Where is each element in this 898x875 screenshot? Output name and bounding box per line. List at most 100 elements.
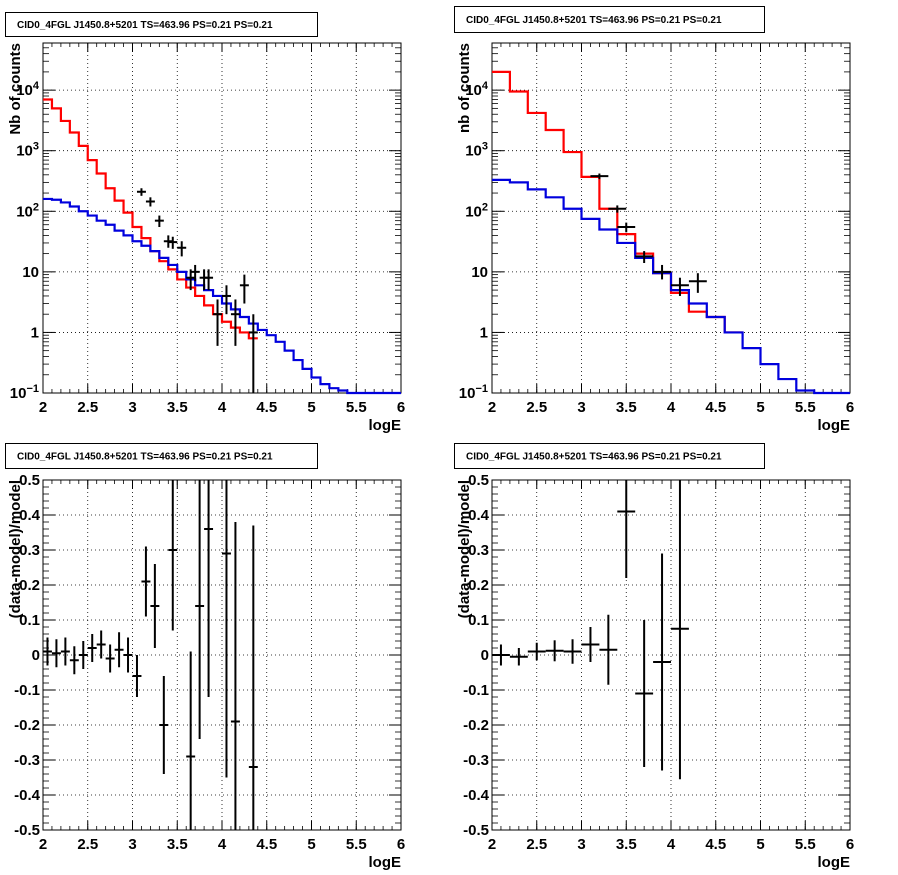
y-tick-label: -0.1 <box>14 682 40 699</box>
series-step-line <box>492 70 743 334</box>
y-tick-label: 102 <box>16 201 39 220</box>
y-axis-label: nb of counts <box>456 43 473 133</box>
data-point <box>230 299 240 346</box>
x-tick-label: 5.5 <box>795 399 816 416</box>
y-tick-label: -0.3 <box>14 752 40 769</box>
data-point <box>213 299 222 346</box>
x-tick-label: 2.5 <box>526 836 547 853</box>
y-tick-label: 104 <box>465 80 489 99</box>
plot-frame <box>42 479 402 831</box>
data-point <box>186 651 196 830</box>
data-point <box>69 646 79 675</box>
y-tick-label: 0.4 <box>468 507 490 524</box>
x-axis-label: logE <box>818 417 851 434</box>
y-tick-label: 1 <box>31 324 39 341</box>
plot-frame <box>42 42 402 394</box>
x-tick-label: 4.5 <box>705 836 726 853</box>
data-point <box>563 639 582 664</box>
chart-panel-1: CID0_4FGL J1450.8+5201 TS=463.96 PS=0.21… <box>5 12 405 434</box>
data-point <box>159 676 169 774</box>
y-tick-label: 0 <box>481 647 489 664</box>
data-point <box>653 553 671 771</box>
data-point <box>581 627 600 662</box>
y-tick-label: -0.1 <box>463 682 489 699</box>
data-point <box>222 285 231 315</box>
x-tick-label: 2.5 <box>77 836 98 853</box>
chart-panel-2: CID0_4FGL J1450.8+5201 TS=463.96 PS=0.21… <box>454 6 854 434</box>
chart-title: CID0_4FGL J1450.8+5201 TS=463.96 PS=0.21… <box>17 20 273 31</box>
y-tick-label: 1 <box>480 324 488 341</box>
data-point <box>204 269 214 291</box>
chart-title: CID0_4FGL J1450.8+5201 TS=463.96 PS=0.21… <box>466 452 722 463</box>
y-tick-label: 103 <box>16 141 39 160</box>
x-tick-label: 3.5 <box>167 836 188 853</box>
chart-title: CID0_4FGL J1450.8+5201 TS=463.96 PS=0.21… <box>466 15 722 26</box>
x-tick-label: 5 <box>307 399 315 416</box>
y-axis-label: Nb of counts <box>7 43 24 135</box>
data-point <box>123 637 133 673</box>
data-point <box>635 620 654 767</box>
x-tick-label: 5 <box>756 836 764 853</box>
x-tick-label: 2.5 <box>526 399 547 416</box>
data-point <box>222 480 231 778</box>
x-tick-label: 2 <box>39 399 47 416</box>
data-point <box>527 642 546 661</box>
data-point <box>114 632 124 668</box>
data-point <box>96 630 106 659</box>
plot-frame <box>491 42 851 394</box>
y-axis-label: (data-model)/model <box>7 480 24 618</box>
data-point <box>51 639 61 668</box>
y-tick-label: 0.3 <box>19 542 40 559</box>
data-point <box>141 546 151 617</box>
x-tick-label: 4 <box>218 836 227 853</box>
x-tick-label: 4 <box>667 836 676 853</box>
x-axis-label: logE <box>369 854 402 871</box>
y-tick-label: -0.2 <box>463 717 489 734</box>
x-tick-label: 5.5 <box>795 836 816 853</box>
data-point <box>230 522 240 830</box>
data-point <box>78 641 88 669</box>
x-tick-label: 6 <box>846 836 854 853</box>
y-tick-label: -0.4 <box>463 787 490 804</box>
x-tick-label: 4 <box>218 399 227 416</box>
data-point <box>608 205 627 213</box>
x-tick-label: 2 <box>39 836 47 853</box>
x-tick-label: 4.5 <box>256 836 277 853</box>
data-point <box>168 480 178 631</box>
data-point <box>671 277 689 296</box>
x-axis-label: logE <box>818 854 851 871</box>
y-tick-label: 10 <box>471 264 488 281</box>
title-box <box>454 443 765 469</box>
x-tick-label: 6 <box>846 399 854 416</box>
x-tick-label: 6 <box>397 399 405 416</box>
data-point <box>168 236 178 249</box>
data-point <box>590 173 609 180</box>
y-axis-label: (data-model)/model <box>456 480 473 618</box>
x-tick-label: 4 <box>667 399 676 416</box>
y-tick-label: 102 <box>465 201 488 220</box>
title-box <box>5 12 318 37</box>
y-tick-label: 0 <box>32 647 40 664</box>
y-tick-label: 0.2 <box>19 577 40 594</box>
x-tick-label: 2 <box>488 836 496 853</box>
title-box <box>454 6 765 33</box>
data-point <box>248 525 258 830</box>
y-tick-label: 103 <box>465 141 488 160</box>
y-tick-label: 0.1 <box>19 612 40 629</box>
chart-panel-4: CID0_4FGL J1450.8+5201 TS=463.96 PS=0.21… <box>454 443 854 871</box>
data-point <box>136 188 146 196</box>
data-point <box>154 215 164 228</box>
y-tick-label: 0.3 <box>468 542 489 559</box>
data-point <box>599 614 618 685</box>
data-point <box>248 314 258 393</box>
title-box <box>5 443 318 469</box>
data-point <box>60 637 70 666</box>
data-point <box>492 644 510 666</box>
data-point <box>145 197 155 207</box>
data-point <box>635 251 654 264</box>
y-tick-label: -0.4 <box>14 787 41 804</box>
y-tick-label: -0.2 <box>14 717 40 734</box>
data-point <box>199 269 209 291</box>
x-tick-label: 5.5 <box>346 399 367 416</box>
